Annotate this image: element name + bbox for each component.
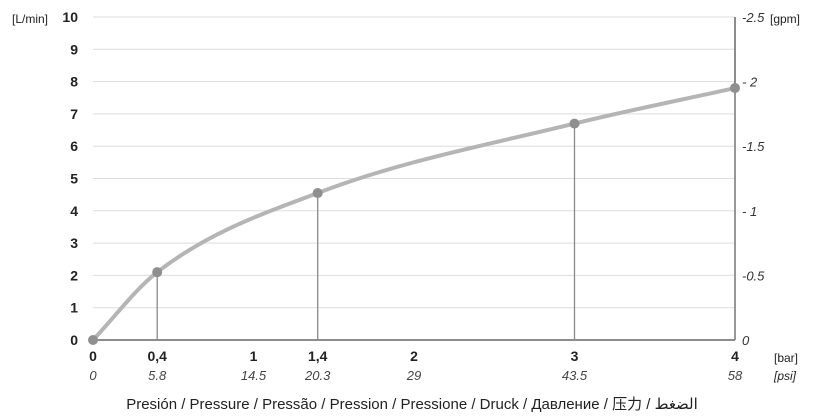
y-right-tick-label: -1.5 xyxy=(742,139,765,154)
y-right-tick-label: -0.5 xyxy=(742,268,765,283)
x-tick-label-bar: 0,4 xyxy=(147,348,167,364)
x-tick-label-psi: 0 xyxy=(89,368,97,383)
y-left-tick-label: 8 xyxy=(70,74,78,90)
y-right-unit: [gpm] xyxy=(770,12,800,26)
data-point xyxy=(730,83,740,94)
x-tick-label-bar: 1 xyxy=(250,348,258,364)
x-tick-label-bar: 1,4 xyxy=(308,348,328,364)
y-right-tick-label: -2.5 xyxy=(742,10,765,25)
x-axis-label: Presión / Pressure / Pressão / Pression … xyxy=(126,396,698,413)
x-tick-label-psi: 5.8 xyxy=(148,368,167,383)
x-tick-label-psi: 20.3 xyxy=(304,368,331,383)
y-left-tick-label: 10 xyxy=(62,9,78,25)
y-left-tick-label: 5 xyxy=(70,171,78,187)
y-left-tick-label: 2 xyxy=(70,267,78,283)
y-left-tick-labels: 0 1 2 3 4 5 6 7 8 9 10 xyxy=(62,9,78,348)
x-tick-label-bar: 4 xyxy=(731,348,739,364)
x-tick-label-psi: 58 xyxy=(728,368,743,383)
y-right-tick-label: - 1 xyxy=(742,204,757,219)
y-left-tick-label: 1 xyxy=(70,300,78,316)
x-tick-label-bar: 3 xyxy=(571,348,579,364)
y-left-tick-label: 7 xyxy=(70,106,78,122)
data-point xyxy=(88,335,98,345)
drop-lines xyxy=(156,88,736,340)
x-tick-label-psi: 14.5 xyxy=(241,368,267,383)
x-tick-label-psi: 43.5 xyxy=(562,368,588,383)
y-right-tick-label: 0 xyxy=(742,333,750,348)
y-left-tick-label: 9 xyxy=(70,41,78,57)
y-left-tick-label: 0 xyxy=(70,332,78,348)
x-tick-label-bar: 0 xyxy=(89,348,97,364)
y-left-tick-label: 3 xyxy=(70,235,78,251)
y-left-tick-label: 4 xyxy=(70,203,78,219)
y-left-unit: [L/min] xyxy=(12,12,48,26)
data-point xyxy=(152,267,163,278)
x-tick-label-psi: 29 xyxy=(406,368,421,383)
flow-curve xyxy=(91,86,737,342)
x-tick-label-bar: 2 xyxy=(410,348,418,364)
x-unit-bar: [bar] xyxy=(774,351,798,365)
y-left-tick-label: 6 xyxy=(70,138,78,154)
y-right-tick-labels: 0 -0.5 - 1 -1.5 - 2 -2.5 xyxy=(742,10,765,348)
x-unit-psi: [psi] xyxy=(773,369,797,383)
x-tick-labels: 0 0 0,4 5.8 1 14.5 1,4 20.3 2 29 3 43.5 4 58 xyxy=(89,348,743,383)
y-right-tick-label: - 2 xyxy=(742,75,758,90)
data-markers xyxy=(88,83,740,345)
data-point xyxy=(312,188,323,199)
data-point xyxy=(569,118,580,129)
